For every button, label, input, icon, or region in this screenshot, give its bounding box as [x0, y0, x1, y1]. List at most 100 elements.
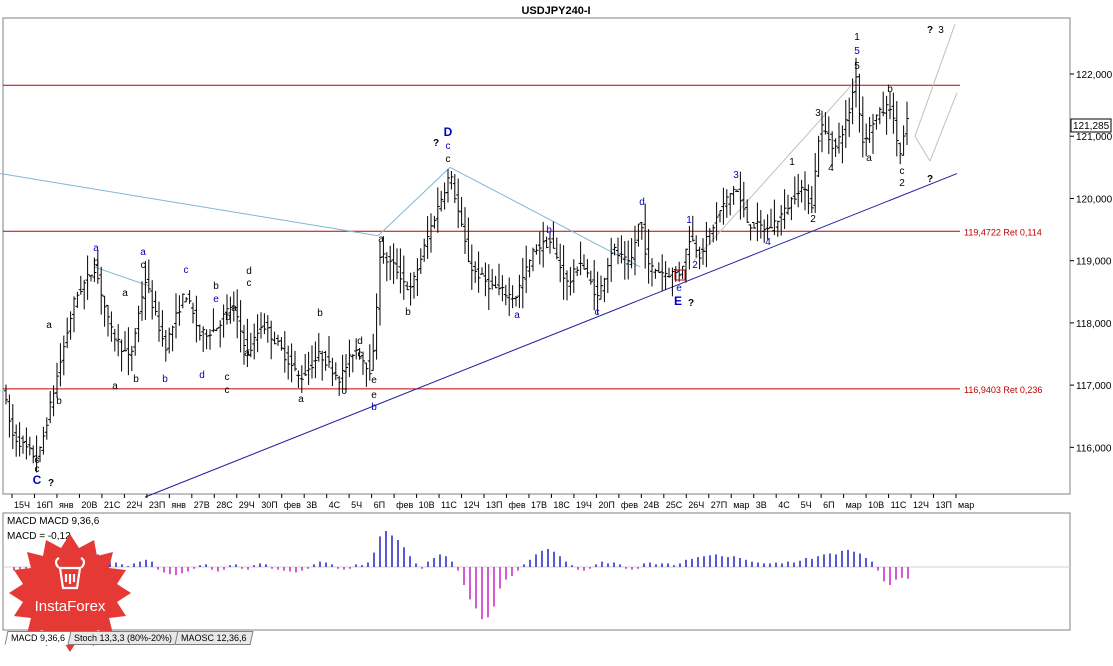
price-bar	[361, 351, 365, 375]
price-bar	[119, 339, 124, 372]
price-bar	[612, 243, 617, 256]
wave-label: 2	[810, 214, 816, 225]
wave-label: a	[93, 243, 99, 254]
price-bar	[503, 284, 508, 306]
price-bar	[660, 254, 665, 291]
price-bar	[78, 275, 83, 295]
wave-label: 3	[733, 170, 739, 181]
price-bar	[371, 333, 376, 371]
price-bar	[541, 221, 546, 268]
price-bar	[582, 254, 586, 270]
x-tick-label: 10В	[868, 500, 884, 510]
x-tick-label: 24В	[643, 500, 659, 510]
price-bar	[126, 327, 131, 376]
price-bar	[211, 308, 216, 333]
wave-label: a	[866, 153, 872, 164]
wave-label: ?	[688, 298, 694, 309]
tab-stoch[interactable]: Stoch 13,3,3 (80%-20%)	[67, 631, 179, 645]
price-bar	[289, 343, 294, 383]
x-tick-label: 4С	[778, 500, 790, 510]
price-bar	[847, 97, 852, 137]
price-bar	[874, 114, 879, 130]
price-bar	[830, 131, 835, 168]
wave-label: 1	[854, 32, 860, 43]
price-bar	[748, 224, 753, 241]
instaforex-logo: InstaForex	[9, 534, 131, 652]
price-bar	[191, 302, 195, 324]
trend-line	[449, 166, 641, 268]
wave-label: b	[213, 281, 219, 292]
x-tick-label: 5Ч	[351, 500, 362, 510]
price-bar	[347, 339, 352, 378]
price-bar	[745, 199, 750, 223]
price-bar	[218, 320, 223, 348]
price-bar	[894, 101, 899, 157]
price-bar	[514, 295, 518, 307]
price-bar	[663, 261, 668, 291]
price-bar	[72, 296, 76, 333]
price-bar	[41, 426, 46, 455]
x-tick-label: мар	[733, 500, 749, 510]
price-bar	[643, 203, 648, 269]
y-tick-label: 116,000	[1076, 443, 1112, 454]
current-price-label: 121,285	[1073, 121, 1110, 132]
x-tick-label: 23П	[149, 500, 165, 510]
price-bar	[667, 267, 671, 278]
wave-label: c	[358, 349, 363, 360]
price-bar	[599, 275, 603, 300]
price-bar	[163, 330, 168, 362]
wave-label: c	[900, 166, 905, 177]
price-bar	[24, 427, 29, 460]
x-tick-label: 10В	[419, 500, 435, 510]
wave-label: ?	[927, 25, 933, 36]
price-bar	[109, 311, 114, 342]
price-bar	[333, 362, 338, 381]
wave-label: c	[184, 265, 189, 276]
price-bar	[456, 178, 461, 229]
price-bar	[299, 365, 304, 393]
price-bar	[905, 101, 909, 145]
price-bar	[320, 350, 325, 381]
price-bar	[786, 194, 790, 215]
x-tick-label: 29Ч	[239, 500, 255, 510]
price-bar	[412, 271, 416, 299]
price-bar	[143, 260, 148, 320]
wave-label: b	[162, 374, 168, 385]
price-bar	[850, 78, 855, 125]
price-bar	[187, 290, 192, 304]
price-bar	[677, 261, 682, 282]
x-tick-label: 6П	[374, 500, 385, 510]
current-price-box	[1070, 118, 1112, 133]
price-bar	[58, 343, 63, 387]
x-tick-label: 12Ч	[913, 500, 929, 510]
x-tick-label: 3В	[756, 500, 767, 510]
y-tick-label: 121,000	[1076, 132, 1113, 143]
price-bar	[735, 189, 739, 192]
price-bar	[228, 296, 233, 324]
price-bar	[551, 221, 556, 249]
tab-maosc[interactable]: MAOSC 12,36,6	[174, 631, 254, 645]
price-bar	[367, 344, 372, 381]
price-bar	[578, 241, 583, 276]
wave-label: 1	[686, 215, 692, 226]
price-bar	[697, 246, 702, 270]
tab-macd[interactable]: MACD 9,36,6	[4, 631, 72, 645]
wave-label: D	[444, 125, 453, 139]
price-bar	[796, 173, 801, 208]
price-bar	[221, 304, 226, 338]
wave-label: 1	[789, 157, 795, 168]
price-bar	[823, 112, 828, 135]
x-tick-label: 26Ч	[688, 500, 704, 510]
price-bar	[395, 248, 399, 280]
price-bar	[68, 311, 73, 340]
price-bar	[269, 320, 274, 360]
price-bar	[789, 197, 794, 221]
price-bar	[272, 331, 277, 345]
wave-label: b	[546, 225, 552, 236]
trend-line	[93, 266, 149, 287]
price-bar	[537, 231, 542, 265]
price-bar	[170, 325, 175, 352]
price-bar	[633, 225, 637, 276]
